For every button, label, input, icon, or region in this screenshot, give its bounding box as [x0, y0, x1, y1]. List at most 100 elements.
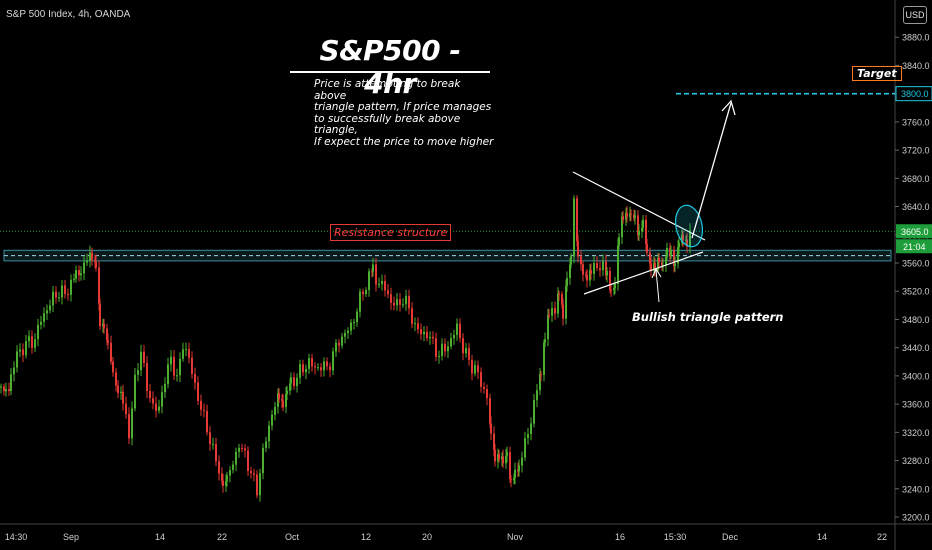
target-tag: 3800.0	[901, 89, 929, 99]
price-tick-label: 3560.0	[902, 259, 930, 269]
candle	[471, 359, 473, 374]
candle	[527, 434, 529, 439]
candle	[677, 247, 679, 264]
candle	[577, 241, 579, 257]
candle	[271, 414, 273, 426]
candle	[670, 250, 672, 256]
candle	[618, 237, 620, 246]
candle	[5, 389, 7, 392]
candle	[596, 263, 598, 268]
target-label: Target	[852, 66, 902, 81]
candle	[605, 261, 607, 276]
candle	[570, 256, 572, 265]
candle	[117, 385, 119, 393]
candle	[78, 270, 80, 276]
candle	[642, 219, 644, 228]
candle	[285, 394, 287, 408]
currency-button[interactable]: USD	[903, 6, 927, 24]
candle	[265, 441, 267, 448]
time-tick-label: Nov	[507, 532, 524, 542]
candle	[13, 367, 15, 375]
candle	[203, 409, 205, 411]
candle	[562, 304, 564, 319]
candle	[347, 330, 349, 333]
candle	[67, 294, 69, 296]
candle	[164, 383, 166, 393]
candle	[569, 264, 571, 279]
candle	[429, 336, 431, 339]
candle	[37, 324, 39, 340]
candle	[490, 423, 492, 434]
candle	[658, 258, 660, 263]
candle	[590, 270, 592, 274]
candle	[524, 438, 526, 458]
candle	[602, 261, 604, 271]
candle	[477, 365, 479, 373]
candle	[641, 227, 643, 232]
pattern-pointer	[655, 269, 660, 303]
candle	[290, 377, 292, 384]
price-tick-label: 3720.0	[902, 146, 930, 156]
candle	[46, 310, 48, 314]
candle	[0, 386, 2, 388]
symbol-label: S&P 500 Index, 4h, OANDA	[6, 9, 131, 20]
candle	[426, 331, 428, 339]
candle	[441, 343, 443, 356]
time-tick-label: 14	[817, 532, 827, 542]
price-tick-label: 3760.0	[902, 117, 930, 127]
countdown-box	[896, 239, 932, 254]
candle	[417, 323, 419, 330]
candle	[320, 367, 322, 371]
candle	[399, 299, 401, 305]
candle	[75, 270, 77, 279]
candle	[253, 473, 255, 475]
candle	[155, 403, 157, 411]
candle	[649, 252, 651, 264]
candle	[311, 358, 313, 367]
candle	[444, 343, 446, 352]
candle	[206, 410, 208, 433]
candle	[498, 454, 500, 460]
candle	[22, 349, 24, 356]
candle	[89, 252, 91, 261]
pattern-pointer-head	[651, 267, 662, 279]
candle	[547, 315, 549, 340]
countdown-tag: 21:04	[903, 242, 926, 252]
candle	[282, 400, 284, 408]
candle	[125, 403, 127, 415]
candle	[634, 215, 636, 218]
candle	[645, 219, 647, 244]
price-tick-label: 3520.0	[902, 287, 930, 297]
candle	[244, 448, 246, 451]
time-tick-label: Oct	[285, 532, 300, 542]
candle	[146, 363, 148, 392]
price-tick-label: 3320.0	[902, 428, 930, 438]
candle	[494, 449, 496, 462]
candle	[8, 389, 10, 392]
candle	[459, 323, 461, 339]
candle	[573, 198, 575, 257]
candle	[561, 294, 563, 305]
candle	[356, 311, 358, 323]
candle	[120, 391, 122, 393]
candle	[58, 297, 60, 299]
candle	[557, 293, 559, 314]
candle	[396, 299, 398, 306]
candle	[167, 364, 169, 384]
candle	[188, 349, 190, 358]
candle	[414, 323, 416, 325]
candle	[514, 469, 516, 478]
candle	[83, 262, 85, 274]
candle	[502, 456, 504, 464]
candle	[637, 215, 639, 236]
candle	[182, 349, 184, 359]
candle	[80, 273, 82, 276]
candle	[365, 290, 367, 295]
price-tick-label: 3680.0	[902, 174, 930, 184]
candle	[372, 264, 374, 272]
candle	[262, 447, 264, 474]
candle	[617, 245, 619, 284]
candle	[506, 452, 508, 456]
projection-arrow-head	[721, 99, 736, 116]
